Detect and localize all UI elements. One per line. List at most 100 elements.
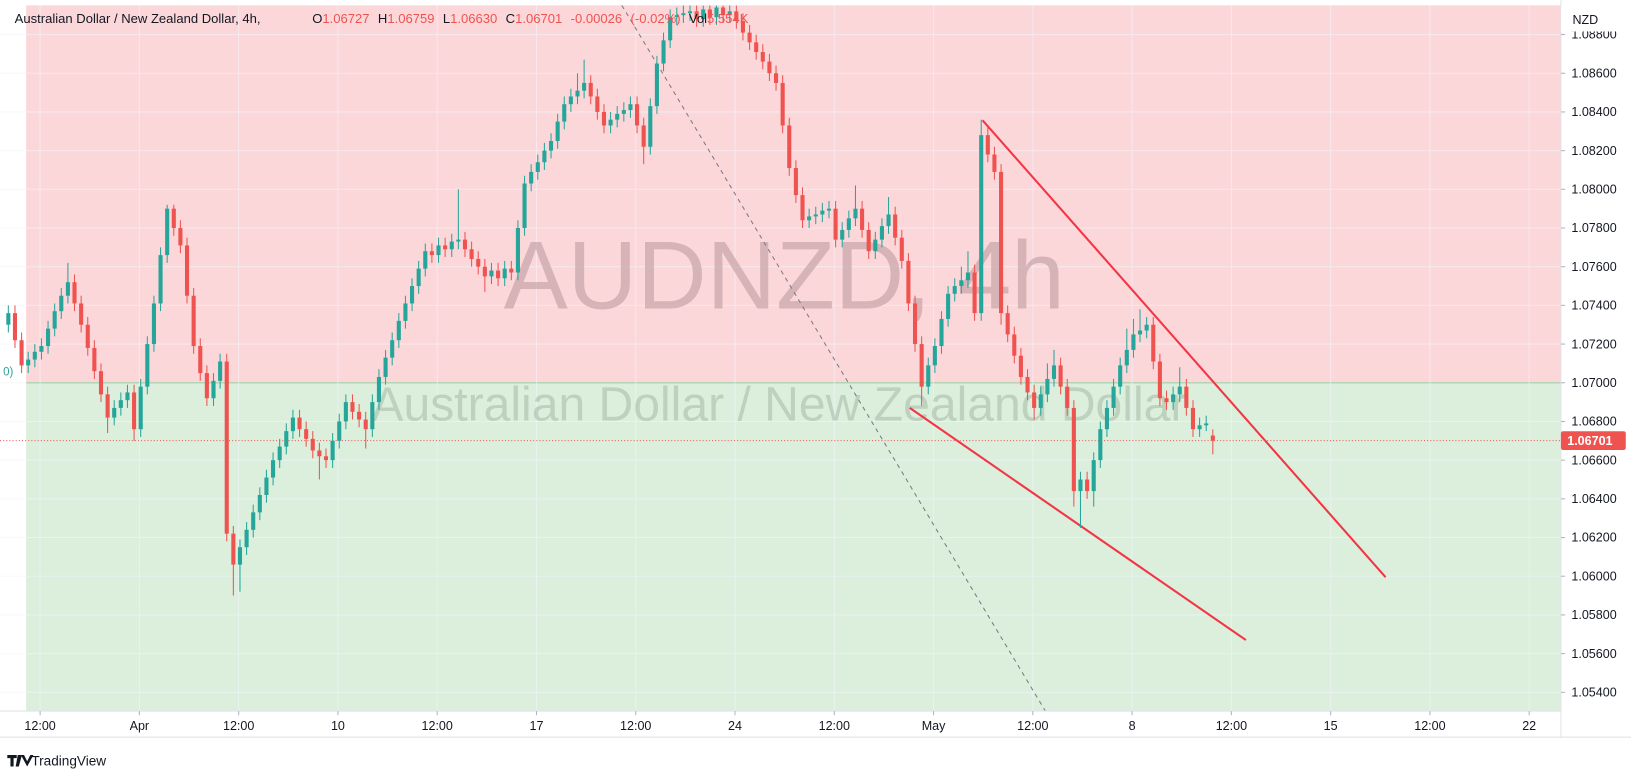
candle-body	[429, 251, 434, 256]
candle-body	[939, 318, 944, 347]
ohlc-key: C	[506, 11, 515, 26]
candle-body	[45, 328, 51, 347]
candle-body	[1210, 435, 1215, 441]
y-tick-label: 1.07600	[1571, 260, 1616, 274]
candle-body	[707, 9, 712, 18]
candle-body	[668, 17, 673, 41]
ohlc-value: 5.554K	[707, 11, 749, 26]
candle-body	[740, 21, 746, 33]
candle-body	[304, 429, 309, 439]
candle-body	[1131, 334, 1136, 350]
x-tick-label: 12:00	[422, 719, 453, 733]
candle-body	[330, 440, 335, 461]
candle-body	[350, 402, 355, 412]
y-tick-label: 1.05600	[1571, 647, 1616, 661]
y-tick-label: 1.08200	[1571, 144, 1616, 158]
candle-body	[826, 208, 832, 211]
candle-body	[926, 365, 931, 387]
candle-body	[972, 272, 977, 314]
candle-body	[747, 32, 752, 43]
candle-body	[297, 417, 302, 430]
candle-body	[204, 373, 209, 399]
candle-body	[1157, 361, 1162, 399]
candle-body	[409, 286, 415, 304]
candle-body	[290, 417, 295, 432]
candle-body	[178, 228, 183, 246]
candle-body	[1124, 349, 1129, 366]
candle-body	[1144, 324, 1149, 331]
candle-body	[1038, 394, 1043, 408]
candle-body	[39, 346, 44, 352]
watermark: AUDNZD, 4h	[504, 223, 1065, 330]
trend-line	[909, 407, 1247, 641]
y-tick-label: 1.05400	[1571, 685, 1616, 699]
candle-body	[1197, 425, 1202, 430]
candle-body	[721, 7, 726, 16]
candle-body	[687, 11, 693, 14]
candle-body	[893, 214, 898, 238]
candle-body	[1118, 365, 1123, 387]
candle-body	[191, 295, 196, 347]
candle-body	[231, 533, 236, 565]
candle-body	[853, 208, 858, 219]
candle-body	[813, 214, 818, 217]
candle-body	[105, 394, 110, 418]
brand-logo	[7, 754, 34, 767]
candle-body	[946, 293, 951, 319]
candle-body	[860, 208, 865, 230]
candle-body	[65, 282, 70, 296]
candle-body	[264, 477, 269, 495]
candle-body	[462, 239, 468, 250]
candle-body	[85, 324, 90, 348]
brand: TradingView	[7, 753, 106, 768]
ohlc-key: O	[312, 11, 322, 26]
candle-body	[780, 82, 785, 126]
candle-body	[635, 104, 640, 126]
candle-body	[714, 7, 719, 18]
candle-body	[1177, 386, 1182, 395]
candle-body	[72, 282, 77, 304]
ohlc-value: (-0.02%)	[631, 11, 681, 26]
candle-body	[343, 402, 348, 422]
candle-body	[112, 407, 117, 418]
x-tick-label: 12:00	[620, 719, 651, 733]
candle-body	[522, 183, 527, 229]
candle-body	[608, 119, 613, 126]
candle-body	[509, 268, 514, 273]
candle-body	[641, 125, 646, 147]
candle-body	[595, 96, 600, 112]
x-tick-label: 12:00	[1017, 719, 1048, 733]
candle-body	[138, 386, 143, 430]
x-tick-label: 12:00	[24, 719, 55, 733]
candle-body	[681, 13, 686, 16]
y-tick-label: 1.06800	[1571, 415, 1616, 429]
ohlc-value: 1.06727	[322, 11, 369, 26]
last-price-label: 1.06701	[1567, 434, 1612, 448]
candle-body	[793, 168, 798, 196]
candle-body	[965, 272, 971, 281]
candle-body	[423, 251, 428, 269]
candle-body	[601, 111, 607, 126]
x-tick-label: May	[922, 719, 946, 733]
candle-body	[1184, 386, 1189, 408]
candle-body	[734, 11, 739, 22]
drawings	[0, 5, 1561, 712]
x-tick-label: 15	[1324, 719, 1338, 733]
candle-body	[621, 110, 626, 114]
candle-body	[98, 371, 104, 395]
candle-body	[151, 303, 156, 345]
y-tick-label: 1.06200	[1571, 531, 1616, 545]
y-tick-label: 1.06400	[1571, 492, 1616, 506]
candle-body	[846, 218, 851, 230]
y-tick-label: 1.06000	[1571, 569, 1616, 583]
candle-body	[1204, 423, 1209, 426]
candle-body	[555, 121, 560, 141]
y-tick-label: 1.07800	[1571, 221, 1616, 235]
x-tick-label: Apr	[130, 719, 150, 733]
position-zones	[26, 5, 1561, 712]
y-tick-label: 1.07400	[1571, 299, 1616, 313]
ohlc-key: L	[443, 11, 450, 26]
candle-body	[257, 494, 262, 513]
